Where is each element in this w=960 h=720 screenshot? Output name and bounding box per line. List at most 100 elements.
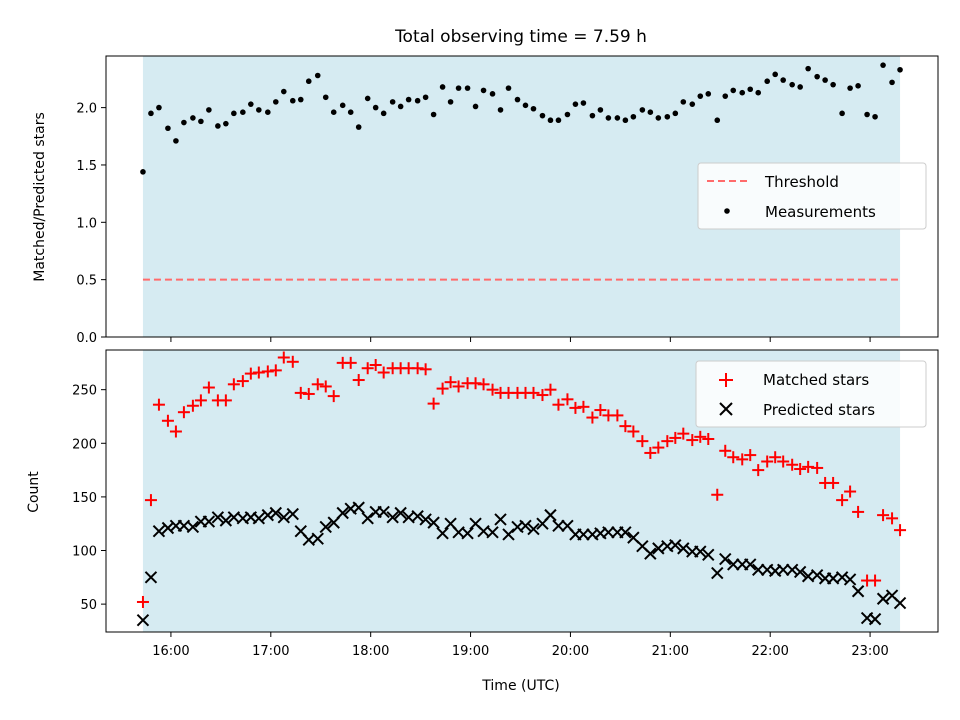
figure-title: Total observing time = 7.59 h [394,27,647,47]
top-panel: 0.00.51.01.52.0 Matched/Predicted stars … [32,55,939,346]
matched-star-point [427,397,440,410]
measurement-point [755,89,762,96]
matched-star-point [552,398,565,411]
matched-star-point [752,464,765,477]
predicted-star-point [461,527,474,540]
bottom-x-tick-label: 18:00 [352,644,389,659]
measurement-point [547,117,554,124]
predicted-star-point [744,558,757,571]
predicted-star-point [868,612,882,626]
measurement-point [772,71,778,78]
measurement-point [140,169,146,175]
bottom-y-tick-label: 50 [80,598,97,613]
predicted-star-point [711,566,724,580]
matched-star-point [869,574,882,587]
measurement-points [140,62,903,175]
legend-matched-label: Matched stars [763,371,869,389]
measurement-point [414,97,421,104]
predicted-star-point [494,513,507,526]
bottom-legend-box [695,360,927,428]
predicted-star-point [436,527,449,540]
matched-star-point [719,444,732,457]
measurement-point [322,94,329,101]
measurement-point [647,109,654,115]
measurement-point [814,73,820,80]
measurement-point [156,104,162,111]
measurement-point [173,138,179,144]
measurement-point [797,84,803,90]
predicted-star-point [835,571,849,584]
measurement-point [714,117,721,124]
measurement-point [864,111,870,118]
matched-star-point [744,449,757,462]
matched-star-point [311,378,324,391]
x-axis-label: Time (UTC) [481,678,559,694]
measurement-point [722,93,729,99]
matched-star-point [727,451,740,464]
measurement-point [280,88,287,95]
predicted-star-point [702,548,715,562]
predicted-star-point [161,521,175,535]
measurement-point [339,102,346,109]
measurement-point [672,110,679,117]
top-y-tick-label: 0.0 [76,331,97,346]
legend-predicted-label: Predicted stars [763,401,875,419]
measurement-point [265,109,271,115]
predicted-star-point [519,519,532,533]
bottom-x-tick-label: 22:00 [751,644,788,659]
predicted-star-point [361,512,374,525]
measurement-point [372,104,379,111]
legend-predicted-swatch [719,402,733,416]
measurement-point [889,79,895,86]
predicted-star-point [286,507,299,521]
predicted-star-point [186,520,200,534]
bottom-y-tick-label: 150 [72,491,97,506]
matched-star-point [561,393,574,406]
measurement-point [605,115,612,121]
measurement-point [489,91,496,97]
predicted-star-point [252,512,266,525]
matched-star-point [327,390,340,403]
matched-star-point [169,425,182,438]
bottom-y-tick-label: 100 [72,545,97,560]
top-y-tick-label: 1.5 [76,159,97,174]
predicted-star-point [144,571,158,584]
matched-star-point [886,512,899,525]
predicted-star-point [893,596,907,610]
matched-star-point [144,494,157,507]
predicted-star-point [752,563,765,577]
matched-star-point [177,406,190,419]
predicted-star-point [502,528,515,541]
predicted-star-point [619,526,632,539]
measurement-point [630,113,637,120]
predicted-star-point [411,509,424,523]
matched-star-point [827,476,840,489]
matched-star-point [219,394,232,407]
top-frame [105,55,939,338]
matched-star-point [844,485,857,498]
matched-star-point [244,367,257,380]
predicted-star-point [577,528,590,541]
measurement-point [397,103,404,110]
matched-star-point [469,377,482,390]
measurement-point [839,110,845,117]
predicted-star-point [793,565,807,579]
predicted-star-point [602,526,615,539]
measurement-point [855,83,861,89]
measurement-point [256,107,262,113]
matched-star-point [877,509,890,522]
measurement-point [297,96,304,103]
measurement-point [206,107,212,113]
matched-star-point [677,427,690,440]
measurement-point [597,107,604,113]
matched-star-point [786,458,799,471]
matched-star-point [286,355,299,368]
matched-star-point [669,431,682,444]
matched-star-point [361,362,374,375]
measurement-point [422,94,429,101]
measurement-point [190,115,196,121]
measurement-point [198,118,204,125]
top-x-ticks [170,337,871,342]
predicted-star-point [336,506,349,520]
